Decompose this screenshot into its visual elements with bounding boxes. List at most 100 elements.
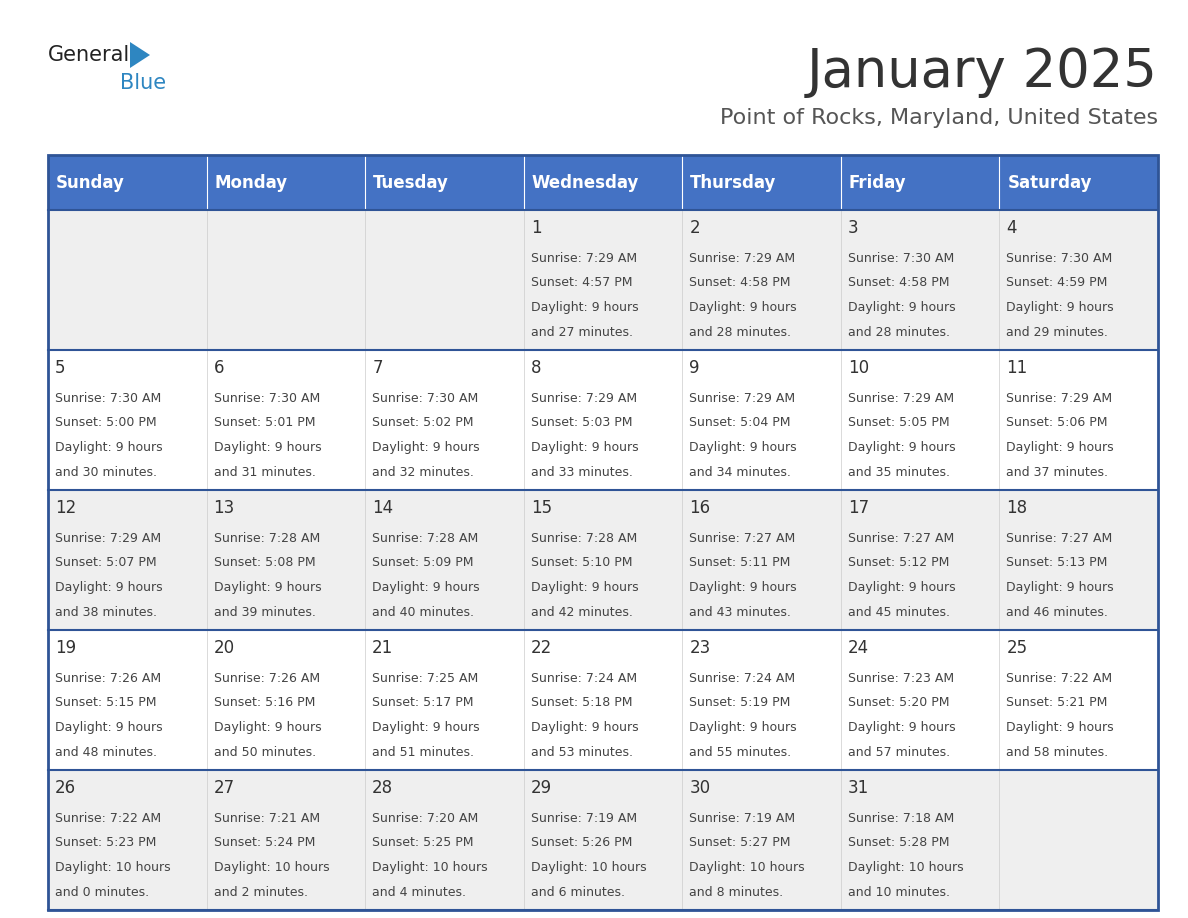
Bar — [48, 155, 1158, 910]
Text: Sunset: 5:17 PM: Sunset: 5:17 PM — [372, 697, 474, 710]
Text: Blue: Blue — [120, 73, 166, 93]
Bar — [999, 155, 1158, 210]
Text: and 48 minutes.: and 48 minutes. — [55, 745, 157, 758]
Text: Sunset: 5:27 PM: Sunset: 5:27 PM — [689, 836, 791, 849]
Text: Sunrise: 7:29 AM: Sunrise: 7:29 AM — [55, 532, 162, 545]
Text: 7: 7 — [372, 359, 383, 377]
Text: and 6 minutes.: and 6 minutes. — [531, 886, 625, 899]
Text: Daylight: 9 hours: Daylight: 9 hours — [531, 581, 638, 594]
Text: and 51 minutes.: and 51 minutes. — [372, 745, 474, 758]
Text: 25: 25 — [1006, 639, 1028, 657]
Text: Sunrise: 7:27 AM: Sunrise: 7:27 AM — [689, 532, 796, 545]
Text: Daylight: 9 hours: Daylight: 9 hours — [848, 441, 955, 454]
Text: Sunset: 5:15 PM: Sunset: 5:15 PM — [55, 697, 157, 710]
Polygon shape — [129, 42, 150, 68]
Text: 9: 9 — [689, 359, 700, 377]
Text: 23: 23 — [689, 639, 710, 657]
Text: and 33 minutes.: and 33 minutes. — [531, 465, 632, 478]
Text: and 28 minutes.: and 28 minutes. — [689, 326, 791, 339]
Bar — [48, 770, 1158, 910]
Text: 17: 17 — [848, 499, 868, 517]
Text: Sunrise: 7:27 AM: Sunrise: 7:27 AM — [848, 532, 954, 545]
Bar — [48, 155, 207, 210]
Text: Sunrise: 7:28 AM: Sunrise: 7:28 AM — [531, 532, 637, 545]
Text: Daylight: 9 hours: Daylight: 9 hours — [531, 301, 638, 314]
Text: and 53 minutes.: and 53 minutes. — [531, 745, 633, 758]
Text: 31: 31 — [848, 779, 870, 797]
Text: 20: 20 — [214, 639, 235, 657]
Text: Sunset: 4:58 PM: Sunset: 4:58 PM — [689, 276, 791, 289]
Text: 21: 21 — [372, 639, 393, 657]
Text: Daylight: 9 hours: Daylight: 9 hours — [214, 721, 321, 734]
Text: Saturday: Saturday — [1007, 174, 1092, 192]
Text: Sunset: 5:18 PM: Sunset: 5:18 PM — [531, 697, 632, 710]
Text: 29: 29 — [531, 779, 552, 797]
Text: Sunset: 4:59 PM: Sunset: 4:59 PM — [1006, 276, 1107, 289]
Text: Sunrise: 7:29 AM: Sunrise: 7:29 AM — [689, 392, 796, 405]
Text: Daylight: 9 hours: Daylight: 9 hours — [372, 721, 480, 734]
Text: 8: 8 — [531, 359, 542, 377]
Text: and 43 minutes.: and 43 minutes. — [689, 606, 791, 619]
Text: Daylight: 9 hours: Daylight: 9 hours — [372, 441, 480, 454]
Text: and 55 minutes.: and 55 minutes. — [689, 745, 791, 758]
Text: and 40 minutes.: and 40 minutes. — [372, 606, 474, 619]
Text: Daylight: 10 hours: Daylight: 10 hours — [55, 861, 171, 874]
Text: Sunrise: 7:29 AM: Sunrise: 7:29 AM — [848, 392, 954, 405]
Text: Sunset: 5:07 PM: Sunset: 5:07 PM — [55, 556, 157, 569]
Text: 18: 18 — [1006, 499, 1028, 517]
Text: Sunrise: 7:29 AM: Sunrise: 7:29 AM — [531, 392, 637, 405]
Text: 14: 14 — [372, 499, 393, 517]
Text: Sunset: 5:20 PM: Sunset: 5:20 PM — [848, 697, 949, 710]
Text: and 30 minutes.: and 30 minutes. — [55, 465, 157, 478]
Text: Wednesday: Wednesday — [532, 174, 639, 192]
Text: and 39 minutes.: and 39 minutes. — [214, 606, 316, 619]
Text: Daylight: 9 hours: Daylight: 9 hours — [214, 441, 321, 454]
Text: Sunset: 5:16 PM: Sunset: 5:16 PM — [214, 697, 315, 710]
Text: Sunrise: 7:19 AM: Sunrise: 7:19 AM — [531, 812, 637, 825]
Text: Sunrise: 7:28 AM: Sunrise: 7:28 AM — [372, 532, 479, 545]
Text: Daylight: 9 hours: Daylight: 9 hours — [1006, 581, 1114, 594]
Text: General: General — [48, 45, 131, 65]
Text: Sunrise: 7:29 AM: Sunrise: 7:29 AM — [531, 252, 637, 265]
Text: and 10 minutes.: and 10 minutes. — [848, 886, 950, 899]
Text: and 38 minutes.: and 38 minutes. — [55, 606, 157, 619]
Text: 5: 5 — [55, 359, 65, 377]
Text: Daylight: 9 hours: Daylight: 9 hours — [1006, 301, 1114, 314]
Text: 15: 15 — [531, 499, 552, 517]
Bar — [682, 155, 841, 210]
Text: Sunday: Sunday — [56, 174, 125, 192]
Text: and 35 minutes.: and 35 minutes. — [848, 465, 950, 478]
Text: Sunrise: 7:29 AM: Sunrise: 7:29 AM — [689, 252, 796, 265]
Text: 16: 16 — [689, 499, 710, 517]
Text: 10: 10 — [848, 359, 868, 377]
Text: Sunset: 5:04 PM: Sunset: 5:04 PM — [689, 417, 791, 430]
Text: Daylight: 10 hours: Daylight: 10 hours — [372, 861, 488, 874]
Text: Daylight: 9 hours: Daylight: 9 hours — [689, 581, 797, 594]
Text: Sunrise: 7:22 AM: Sunrise: 7:22 AM — [55, 812, 162, 825]
Text: Sunrise: 7:30 AM: Sunrise: 7:30 AM — [1006, 252, 1113, 265]
Text: Sunset: 5:02 PM: Sunset: 5:02 PM — [372, 417, 474, 430]
Bar — [48, 210, 1158, 350]
Bar — [841, 155, 999, 210]
Text: Sunset: 5:10 PM: Sunset: 5:10 PM — [531, 556, 632, 569]
Text: Daylight: 9 hours: Daylight: 9 hours — [848, 301, 955, 314]
Text: Sunrise: 7:30 AM: Sunrise: 7:30 AM — [848, 252, 954, 265]
Text: 6: 6 — [214, 359, 225, 377]
Text: 12: 12 — [55, 499, 76, 517]
Bar — [48, 490, 1158, 630]
Text: and 37 minutes.: and 37 minutes. — [1006, 465, 1108, 478]
Text: Sunset: 4:57 PM: Sunset: 4:57 PM — [531, 276, 632, 289]
Text: Sunset: 5:05 PM: Sunset: 5:05 PM — [848, 417, 949, 430]
Text: and 42 minutes.: and 42 minutes. — [531, 606, 632, 619]
Text: Daylight: 9 hours: Daylight: 9 hours — [848, 721, 955, 734]
Text: Daylight: 9 hours: Daylight: 9 hours — [55, 721, 163, 734]
Text: 11: 11 — [1006, 359, 1028, 377]
Text: 24: 24 — [848, 639, 868, 657]
Text: Daylight: 9 hours: Daylight: 9 hours — [689, 441, 797, 454]
Text: Sunset: 5:19 PM: Sunset: 5:19 PM — [689, 697, 791, 710]
Text: Sunrise: 7:20 AM: Sunrise: 7:20 AM — [372, 812, 479, 825]
Text: Sunset: 5:09 PM: Sunset: 5:09 PM — [372, 556, 474, 569]
Text: 22: 22 — [531, 639, 552, 657]
Bar — [524, 155, 682, 210]
Text: Sunrise: 7:21 AM: Sunrise: 7:21 AM — [214, 812, 320, 825]
